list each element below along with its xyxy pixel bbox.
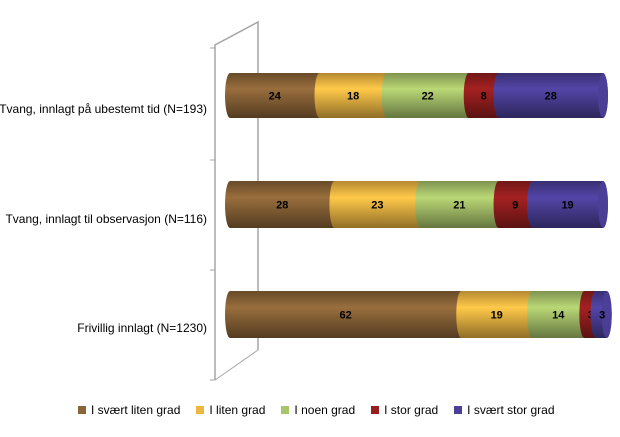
category-label: Tvang, innlagt på ubestemt tid (N=193) xyxy=(0,102,207,116)
bar-end-cap xyxy=(598,181,608,228)
bar-segment xyxy=(463,73,504,118)
bar-segment xyxy=(456,291,538,338)
legend-swatch xyxy=(78,406,86,414)
data-label: 14 xyxy=(552,310,565,322)
bar-end-cap xyxy=(598,73,608,118)
data-label: 24 xyxy=(269,91,282,103)
legend-label: I noen grad xyxy=(294,403,356,417)
bar-segment xyxy=(493,181,538,228)
data-label: 9 xyxy=(512,200,518,212)
bar-segment xyxy=(225,181,340,228)
legend-label: I svært stor grad xyxy=(467,403,555,417)
legend-swatch xyxy=(196,406,205,414)
legend-item: I stor grad xyxy=(371,403,438,417)
legend-label: I liten grad xyxy=(209,403,266,417)
data-label: 19 xyxy=(561,200,573,212)
data-label: 28 xyxy=(545,91,557,103)
data-label: 62 xyxy=(340,310,352,322)
axis-wall-bottom xyxy=(214,349,259,381)
data-label: 18 xyxy=(347,91,359,103)
legend-item: I svært liten grad xyxy=(78,403,180,417)
data-label: 8 xyxy=(481,91,487,103)
bar-segment xyxy=(493,73,608,118)
legend-item: I svært stor grad xyxy=(454,403,555,417)
data-label: 21 xyxy=(453,200,465,212)
category-label: Frivillig innlagt (N=1230) xyxy=(77,321,207,335)
legend: I svært liten grad I liten grad I noen g… xyxy=(78,403,571,417)
legend-swatch xyxy=(281,406,290,414)
bar-segment xyxy=(527,181,608,228)
bar-segment xyxy=(381,73,474,118)
bar-segment xyxy=(225,73,325,118)
bar-end-cap xyxy=(601,291,612,338)
legend-label: I svært liten grad xyxy=(91,403,181,417)
data-label: 22 xyxy=(422,91,434,103)
bar-segment xyxy=(314,73,392,118)
data-label: 23 xyxy=(371,200,383,212)
category-label: Tvang, innlagt til observasjon (N=116) xyxy=(5,212,207,226)
legend-swatch xyxy=(371,406,380,414)
bar-segment xyxy=(329,181,426,228)
legend-swatch xyxy=(454,406,463,414)
data-label: 19 xyxy=(491,310,503,322)
bar-segment xyxy=(527,291,590,338)
bar-segment xyxy=(415,181,504,228)
data-label: 3 xyxy=(599,310,605,322)
data-label: 28 xyxy=(276,200,288,212)
legend-item: I noen grad xyxy=(281,403,355,417)
bar-segment xyxy=(225,291,467,338)
legend-label: I stor grad xyxy=(384,403,439,417)
legend-item: I liten grad xyxy=(196,403,265,417)
